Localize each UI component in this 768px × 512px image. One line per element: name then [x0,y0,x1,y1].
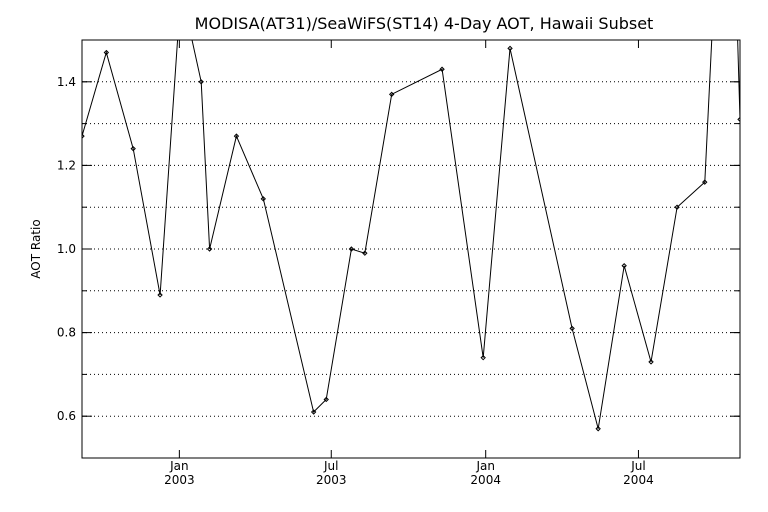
data-point [648,359,654,365]
data-point [82,133,85,139]
x-tick-label-month: Jul [323,459,338,473]
y-axis: 0.6 0.8 1.0 1.2 1.4 [57,75,740,423]
data-point [737,116,740,123]
y-tick-label: 1.4 [57,75,76,89]
data-point [323,396,329,403]
y-tick-label: 1.2 [57,158,76,172]
data-point [621,263,627,269]
x-tick-label-year: 2003 [164,473,195,487]
series-group [82,40,740,432]
data-point [439,66,445,72]
data-point [206,246,213,252]
data-point [310,409,317,415]
data-point [260,196,266,202]
chart-title: MODISA(AT31)/SeaWiFS(ST14) 4-Day AOT, Ha… [195,14,654,33]
data-point [130,145,136,152]
data-point [569,325,575,332]
data-point [233,133,240,139]
x-tick-label-month: Jan [475,459,495,473]
series-line [82,40,740,429]
data-point [198,79,204,85]
gridlines [82,81,740,417]
x-tick-label-year: 2004 [623,473,654,487]
x-tick-label-year: 2004 [470,473,501,487]
data-point [674,204,680,210]
data-point [480,354,486,361]
data-point [595,426,601,432]
x-tick-label-month: Jul [630,459,645,473]
data-point [388,91,395,98]
data-point [103,49,110,56]
x-tick-label-month: Jan [169,459,189,473]
y-tick-label: 0.8 [57,326,76,340]
data-point [507,45,513,52]
y-tick-label: 1.0 [57,242,76,256]
y-tick-label: 0.6 [57,409,76,423]
y-axis-label: AOT Ratio [29,219,43,278]
data-point [157,292,163,298]
data-point [362,250,368,256]
data-point [348,246,355,252]
x-tick-label-year: 2003 [316,473,347,487]
data-point [702,179,708,185]
